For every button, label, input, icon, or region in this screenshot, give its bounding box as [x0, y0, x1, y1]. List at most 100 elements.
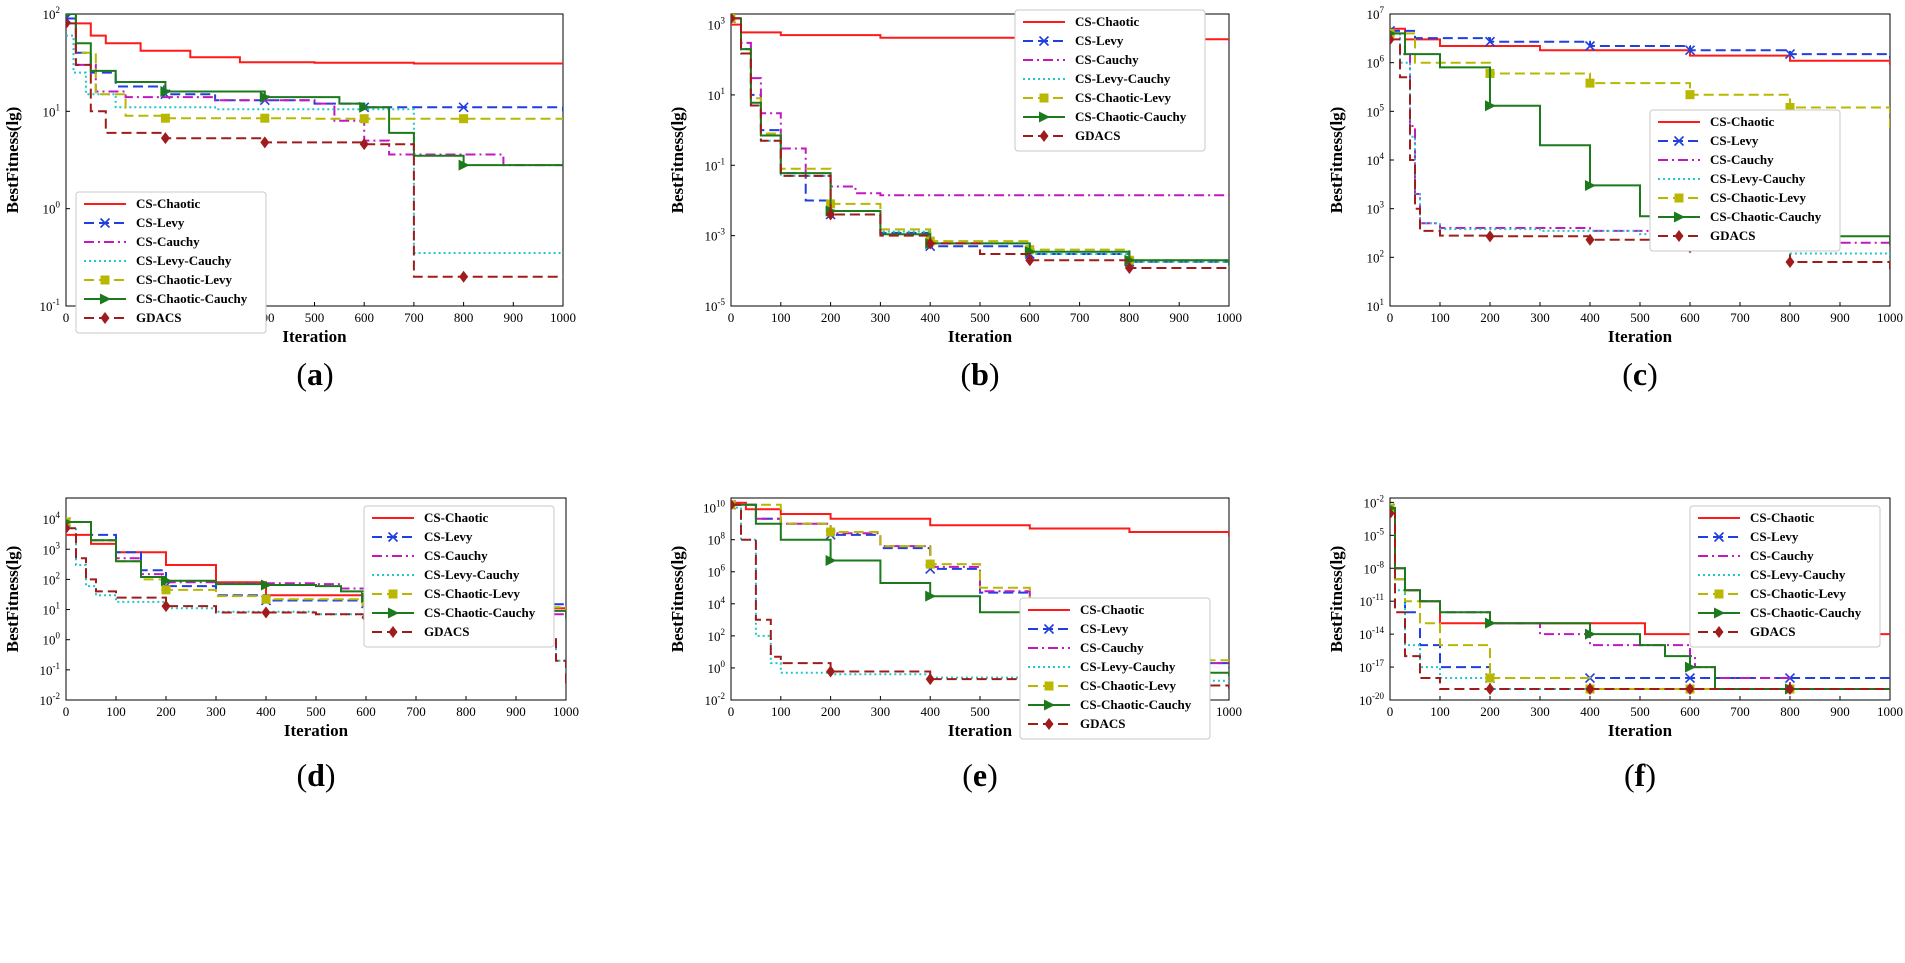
x-tick-label: 600 [354, 310, 374, 325]
x-tick-label: 400 [1580, 704, 1600, 719]
x-tick-label: 800 [454, 310, 474, 325]
y-tick-label: 10-14 [1359, 625, 1384, 642]
data-point-gdacs [1390, 507, 1395, 520]
legend-label-cs-levy: CS-Levy [1710, 133, 1759, 148]
y-tick-label: 10-2 [705, 691, 726, 708]
legend-label-cs-chaotic: CS-Chaotic [1750, 510, 1815, 525]
y-tick-label: 105 [1367, 102, 1385, 119]
chart-panel-5: 0100200300400500600700800900100010-21001… [668, 497, 1242, 793]
x-tick-label: 400 [920, 310, 940, 325]
data-point-gdacs [925, 237, 935, 250]
x-tick-label: 700 [406, 704, 426, 719]
panel-label: (d) [296, 757, 335, 793]
y-axis-title: BestFitness(lg) [1327, 107, 1346, 214]
x-axis-title: Iteration [948, 721, 1013, 740]
y-tick-label: 10-2 [40, 691, 61, 708]
data-point-cs-chaotic-cauchy [161, 575, 172, 587]
x-tick-label: 200 [1480, 310, 1500, 325]
panel-label: (a) [296, 356, 333, 392]
data-point-cs-chaotic-levy [925, 559, 935, 569]
x-tick-label: 100 [771, 310, 791, 325]
y-tick-label: 10-5 [1364, 526, 1385, 543]
y-tick-label: 104 [708, 595, 726, 612]
data-point-cs-chaotic-levy [359, 114, 369, 124]
series-line-cs-levy [66, 17, 563, 112]
y-tick-label: 100 [43, 200, 61, 217]
y-tick-label: 107 [1367, 5, 1385, 22]
x-tick-label: 0 [1387, 310, 1394, 325]
legend: CS-Chaotic CS-Levy CS-Cauchy CS-Levy-Cauchy… [1014, 9, 1206, 152]
data-point-gdacs [1785, 683, 1795, 696]
y-axis-title: BestFitness(lg) [3, 107, 22, 214]
data-point-gdacs [1025, 254, 1035, 267]
legend-label-cs-levy: CS-Levy [1750, 529, 1799, 544]
x-tick-label: 300 [206, 704, 226, 719]
x-tick-label: 800 [1780, 704, 1800, 719]
x-tick-label: 1000 [550, 310, 576, 325]
x-tick-label: 200 [821, 310, 841, 325]
data-point-cs-levy [1684, 672, 1696, 684]
data-point-gdacs [160, 132, 170, 145]
legend-label-cs-chaotic: CS-Chaotic [1075, 14, 1140, 29]
data-point-cs-chaotic-cauchy [1585, 179, 1596, 191]
legend-label-cs-chaotic-cauchy: CS-Chaotic-Cauchy [1080, 697, 1192, 712]
legend-label-cs-chaotic: CS-Chaotic [424, 510, 489, 525]
legend-marker-cs-chaotic-levy [1039, 93, 1049, 103]
legend-marker-cs-chaotic-cauchy [100, 293, 111, 305]
x-axis-title: Iteration [282, 327, 347, 346]
legend-label-cs-chaotic: CS-Chaotic [136, 196, 201, 211]
data-point-gdacs [1485, 683, 1495, 696]
x-tick-label: 100 [1430, 704, 1450, 719]
data-point-gdacs [731, 498, 736, 511]
data-point-gdacs [731, 14, 736, 25]
legend-label-cs-chaotic-cauchy: CS-Chaotic-Cauchy [136, 291, 248, 306]
data-point-cs-levy [1684, 45, 1696, 56]
x-tick-label: 500 [1630, 310, 1650, 325]
legend-label-cs-chaotic-cauchy: CS-Chaotic-Cauchy [1075, 109, 1187, 124]
x-tick-label: 800 [1780, 310, 1800, 325]
legend-marker-gdacs [1039, 130, 1049, 142]
x-tick-label: 900 [506, 704, 526, 719]
data-point-gdacs [66, 17, 71, 30]
data-point-gdacs [1585, 683, 1595, 696]
series-line-cs-chaotic-levy [1390, 507, 1890, 690]
x-tick-label: 300 [1530, 310, 1550, 325]
x-tick-label: 100 [106, 704, 126, 719]
x-tick-label: 500 [1630, 704, 1650, 719]
legend-label-cs-levy-cauchy: CS-Levy-Cauchy [1710, 171, 1806, 186]
data-point-gdacs [826, 665, 836, 678]
data-point-cs-chaotic-cauchy [1390, 30, 1396, 37]
legend-marker-gdacs [1674, 230, 1684, 242]
legend-box [1689, 505, 1881, 648]
data-point-cs-chaotic-levy [1685, 90, 1695, 100]
legend-label-cs-cauchy: CS-Cauchy [424, 548, 488, 563]
legend-label-cs-chaotic-levy: CS-Chaotic-Levy [424, 586, 521, 601]
data-point-cs-chaotic-levy [62, 4, 71, 13]
y-tick-label: 104 [43, 510, 61, 527]
legend-label-cs-chaotic: CS-Chaotic [1080, 602, 1145, 617]
legend-marker-cs-levy [387, 531, 399, 543]
data-point-cs-chaotic-cauchy [1485, 100, 1496, 112]
legend-label-cs-levy-cauchy: CS-Levy-Cauchy [424, 567, 520, 582]
series-line-cs-levy-cauchy [731, 17, 1229, 267]
y-tick-label: 10-5 [705, 297, 726, 314]
data-point-gdacs [459, 270, 469, 283]
legend: CS-Chaotic CS-Levy CS-Cauchy CS-Levy-Cauchy… [1689, 505, 1881, 648]
panel-label: (e) [962, 757, 998, 793]
chart-panel-2: 0 100 200 300 400 500 600 700 800 900 1000 10-5 10-3… [668, 9, 1242, 392]
x-tick-label: 200 [821, 704, 841, 719]
x-tick-label: 100 [771, 704, 791, 719]
data-point-cs-chaotic-levy [260, 113, 270, 123]
legend: CS-Chaotic CS-Levy CS-Cauchy CS-Levy-Cauchy… [1019, 597, 1211, 740]
legend: CS-Chaotic CS-Levy CS-Cauchy CS-Levy-Cauchy… [75, 191, 267, 334]
legend-marker-gdacs [1714, 626, 1724, 638]
data-point-gdacs [1785, 256, 1795, 269]
data-point-cs-chaotic-levy [1585, 78, 1595, 88]
data-point-gdacs [161, 600, 171, 613]
legend-label-cs-levy: CS-Levy [424, 529, 473, 544]
data-point-cs-levy [1484, 36, 1496, 47]
legend-label-cs-levy: CS-Levy [1075, 33, 1124, 48]
y-tick-label: 100 [43, 631, 61, 648]
data-point-gdacs [1390, 33, 1395, 46]
